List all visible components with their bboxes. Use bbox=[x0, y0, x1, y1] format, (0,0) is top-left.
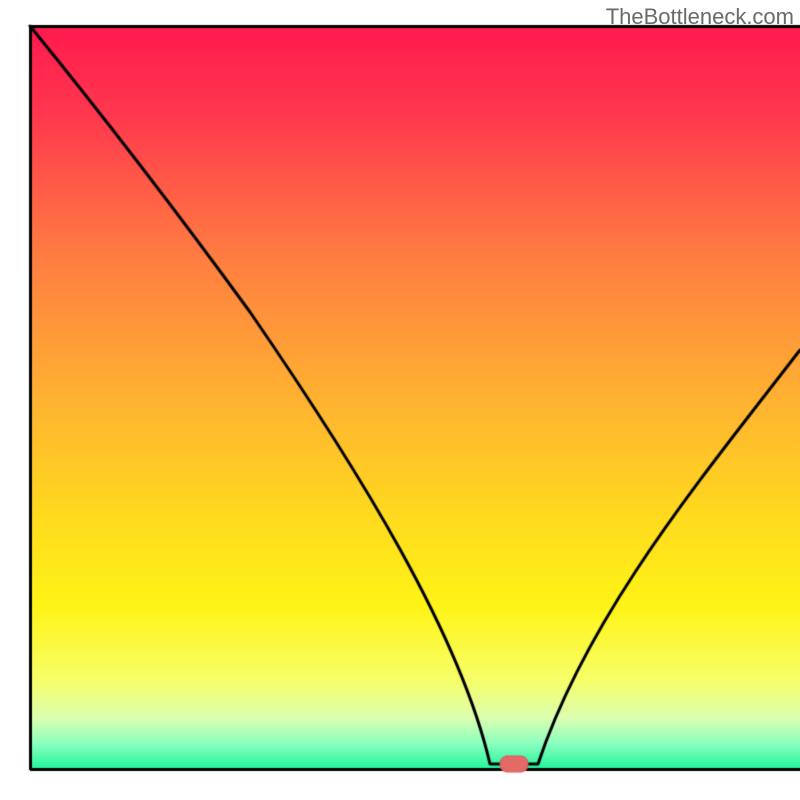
chart-container: TheBottleneck.com bbox=[0, 0, 800, 800]
bottleneck-chart-canvas bbox=[0, 0, 800, 800]
watermark-label: TheBottleneck.com bbox=[606, 4, 794, 30]
